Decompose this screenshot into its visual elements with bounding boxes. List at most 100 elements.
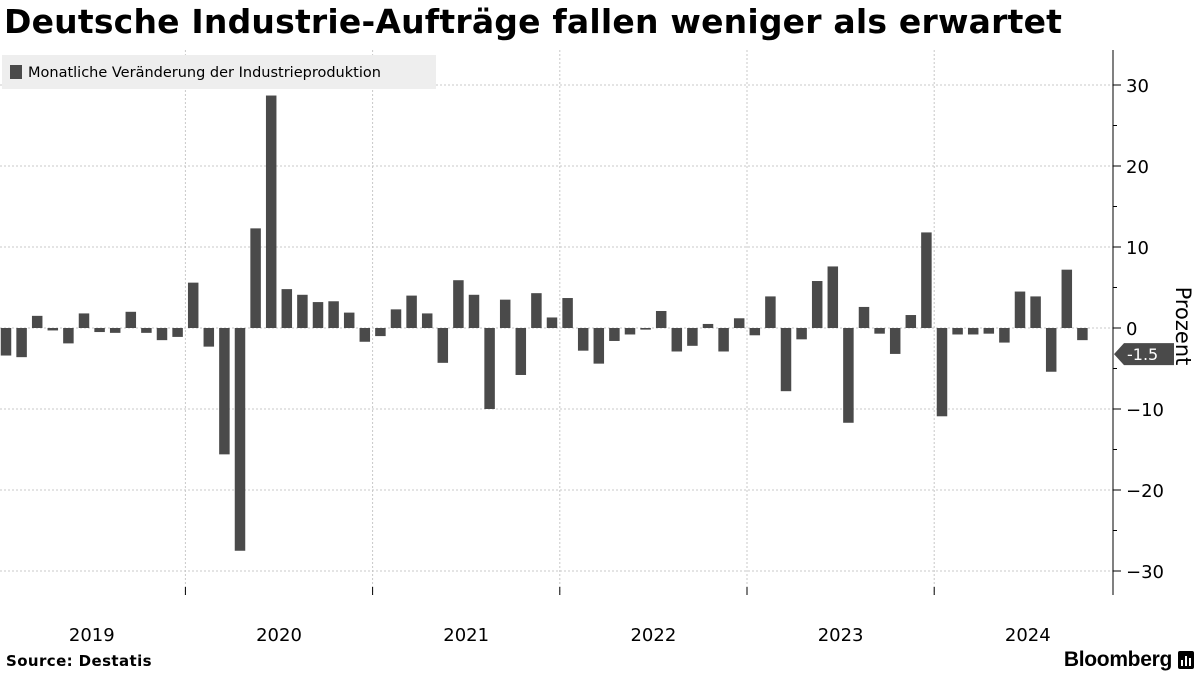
bar <box>109 328 121 333</box>
bar <box>702 323 714 328</box>
bar <box>468 294 480 328</box>
bar <box>390 309 402 328</box>
bar <box>889 328 901 354</box>
bar <box>531 293 542 328</box>
bar <box>655 310 667 328</box>
bar <box>874 328 885 334</box>
bars <box>0 95 1088 551</box>
bar <box>31 315 43 328</box>
bar <box>1014 291 1026 328</box>
bar <box>437 328 449 363</box>
bar <box>125 311 137 328</box>
bar <box>453 280 464 328</box>
year-label: 2024 <box>1005 625 1051 646</box>
bar <box>640 328 651 330</box>
y-tick-label: −20 <box>1126 481 1164 502</box>
bar <box>281 289 293 328</box>
bar <box>546 317 558 328</box>
y-tick-label: 20 <box>1126 157 1149 178</box>
bar <box>172 328 183 337</box>
source-note: Source: Destatis <box>6 652 152 670</box>
last-value-label: -1.5 <box>1127 345 1158 364</box>
bar <box>16 328 27 358</box>
bar <box>328 301 339 328</box>
bar <box>47 328 59 331</box>
bar <box>733 318 745 328</box>
bar <box>406 295 417 328</box>
y-tick-label: 0 <box>1126 319 1137 340</box>
bar <box>671 328 683 352</box>
brand-name: Bloomberg <box>1063 648 1172 671</box>
bar <box>203 328 215 347</box>
bar <box>811 281 823 328</box>
bar <box>499 299 511 328</box>
bar <box>796 328 807 340</box>
bar <box>827 266 839 328</box>
bar <box>234 328 246 551</box>
last-value-tag <box>1114 343 1174 366</box>
year-label: 2022 <box>630 625 676 646</box>
bar <box>999 328 1010 343</box>
bar <box>858 306 870 328</box>
bar <box>94 328 105 333</box>
y-tick-label: −10 <box>1126 400 1164 421</box>
x-axis-years: 2019 2020 2021 2022 2023 2024 <box>69 625 1051 646</box>
bar <box>780 328 792 392</box>
bar <box>967 328 979 335</box>
bar <box>952 328 963 335</box>
bar <box>718 328 729 352</box>
bar <box>141 328 152 333</box>
bar <box>624 328 636 335</box>
terminal-icon <box>1178 651 1194 669</box>
bar <box>343 312 355 328</box>
bar <box>843 328 854 423</box>
bar <box>312 302 324 328</box>
bar <box>0 328 12 356</box>
bar <box>265 95 277 328</box>
bar <box>1061 269 1073 328</box>
last-value-marker: -1.5 <box>1114 343 1174 366</box>
legend-background <box>2 55 436 89</box>
bar <box>936 328 948 417</box>
legend: Monatliche Veränderung der Industrieprod… <box>2 55 436 89</box>
legend-label: Monatliche Veränderung der Industrieprod… <box>28 65 381 81</box>
bar <box>921 232 932 328</box>
bar <box>156 328 168 341</box>
year-label: 2021 <box>443 625 489 646</box>
bar <box>609 328 620 341</box>
bar <box>515 328 527 375</box>
bar <box>577 328 589 351</box>
year-label: 2020 <box>256 625 302 646</box>
chart-title: Deutsche Industrie-Aufträge fallen wenig… <box>4 2 1063 41</box>
y-tick-label: 30 <box>1126 76 1149 97</box>
bar <box>297 294 308 328</box>
bar <box>1045 328 1057 372</box>
year-grid <box>184 50 935 595</box>
legend-swatch <box>10 65 22 79</box>
bar <box>749 328 761 336</box>
y-axis: 30 20 10 0 −10 −20 −30 <box>1112 50 1164 595</box>
bar <box>421 313 433 328</box>
bar <box>250 228 261 328</box>
bar <box>983 328 995 334</box>
y-tick-label: −30 <box>1126 562 1164 583</box>
year-label: 2023 <box>818 625 864 646</box>
bar <box>63 328 74 344</box>
bar <box>484 328 495 409</box>
bar <box>1030 296 1041 328</box>
brand-logo: Bloomberg <box>1064 648 1194 672</box>
bar <box>1077 328 1088 341</box>
year-label: 2019 <box>69 625 115 646</box>
bar <box>187 282 199 328</box>
bar <box>593 328 605 364</box>
y-tick-label: 10 <box>1126 238 1149 259</box>
bar <box>359 328 371 342</box>
bar <box>765 296 776 328</box>
bar <box>219 328 230 455</box>
bar <box>687 328 698 346</box>
bar <box>78 313 90 328</box>
bar <box>905 315 917 328</box>
bar <box>562 298 573 328</box>
y-axis-title: Prozent <box>1171 287 1195 366</box>
